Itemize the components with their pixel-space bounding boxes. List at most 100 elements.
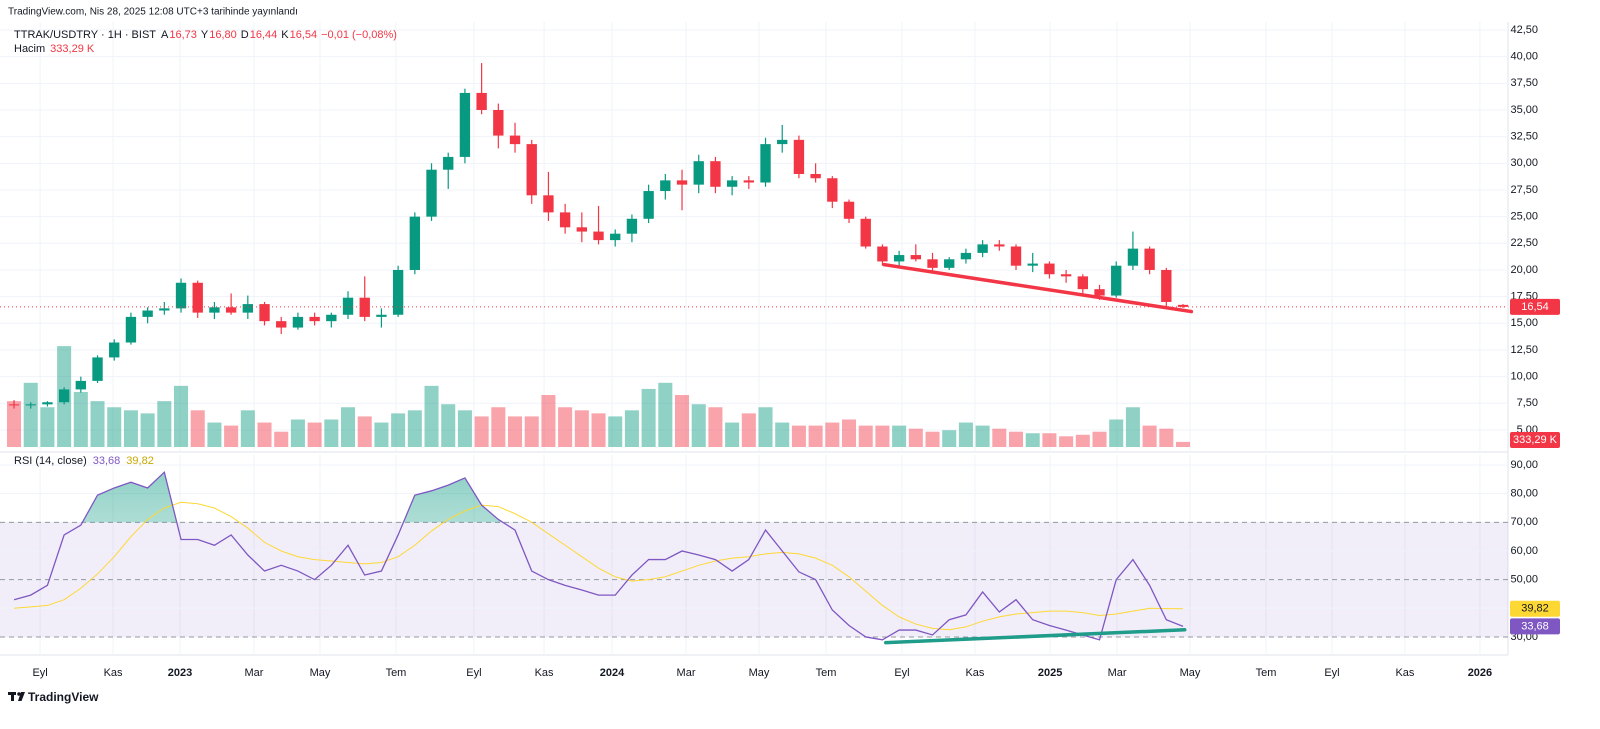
volume-bar (775, 422, 790, 447)
candle-body (309, 316, 320, 322)
volume-bar (624, 410, 639, 447)
ohlc-value: 16,44 (250, 29, 278, 41)
candle-body (610, 233, 621, 241)
candle-body (443, 156, 454, 170)
candle-body (192, 282, 203, 313)
candle-body (1127, 248, 1139, 266)
volume-bar (23, 382, 38, 447)
y-tick-label: 60,00 (1510, 545, 1538, 557)
volume-bar (1109, 419, 1124, 447)
volume-bar (374, 422, 389, 447)
volume-bar (357, 416, 372, 447)
candle-body (109, 342, 120, 358)
volume-bar (758, 407, 773, 447)
x-tick-label: Kas (535, 667, 554, 679)
x-tick-label: Tem (386, 667, 407, 679)
rsi-ma-value-box (1510, 600, 1560, 617)
x-tick-label: Eyl (32, 667, 47, 679)
volume-bar (140, 413, 155, 447)
last-volume-text: 333,29 K (1513, 434, 1558, 446)
candle-body (493, 109, 504, 136)
rsi-title: RSI (14, close) (14, 455, 87, 467)
volume-bar (107, 407, 122, 447)
volume-bar (675, 395, 690, 447)
volume-bar (591, 413, 606, 447)
volume-bar (908, 428, 923, 447)
y-tick-label: 90,00 (1510, 459, 1538, 471)
x-tick-label: Mar (1108, 667, 1127, 679)
candle-body (893, 255, 905, 262)
x-tick-label: Tem (816, 667, 837, 679)
candle-body (559, 212, 571, 228)
candle-body (1144, 248, 1155, 270)
volume-bar (1176, 441, 1191, 447)
volume-bar (341, 407, 356, 447)
x-tick-label: May (749, 667, 770, 679)
volume-bar (658, 382, 673, 447)
volume-bar (123, 410, 138, 447)
ohlc-value: 16,73 (169, 29, 197, 41)
candle-body (910, 255, 921, 260)
candle-body (276, 321, 287, 328)
volume-bar (641, 388, 656, 447)
volume-bar (240, 410, 255, 447)
y-tick-label: 42,50 (1510, 24, 1538, 36)
y-tick-label: 15,00 (1510, 317, 1538, 329)
x-tick-label: May (1180, 667, 1201, 679)
volume-bar (40, 407, 55, 447)
candle-body (543, 195, 554, 213)
candle-body (777, 139, 788, 145)
volume-bar (808, 425, 823, 447)
volume-bar (574, 410, 589, 447)
volume-bar (1142, 425, 1157, 447)
y-tick-label: 32,50 (1510, 131, 1538, 143)
candle-body (326, 314, 337, 322)
volume-bar (224, 425, 239, 447)
candle-body (827, 178, 838, 202)
volume-bar (842, 419, 857, 447)
trendline (882, 262, 1194, 314)
candle-body (175, 282, 187, 309)
candle-body (459, 92, 471, 157)
ohlc-label: A (161, 29, 169, 41)
candle-body (994, 244, 1005, 247)
y-tick-label: 70,00 (1510, 516, 1538, 528)
candle-body (877, 246, 888, 262)
y-tick-label: 25,00 (1510, 211, 1538, 223)
x-tick-label: 2026 (1468, 667, 1492, 679)
x-tick-label: Eyl (466, 667, 481, 679)
candle-body (1027, 263, 1038, 266)
candle-body (843, 201, 855, 219)
volume-bar (725, 422, 740, 447)
candle-body (376, 314, 387, 317)
candle-body (960, 252, 972, 260)
x-tick-label: Tem (1256, 667, 1277, 679)
candle-body (125, 316, 137, 343)
candle-body (944, 259, 955, 268)
volume-bar (73, 391, 88, 447)
volume-bar (925, 431, 940, 447)
volume-bar (608, 416, 623, 447)
y-tick-label: 10,00 (1510, 371, 1538, 383)
candle-body (25, 404, 36, 406)
rsi-ma-legend-value: 39,82 (126, 455, 154, 467)
candle-body (710, 161, 721, 187)
candle-body (743, 180, 754, 183)
ohlc-label: D (241, 29, 249, 41)
last-price-text: 16,54 (1521, 301, 1549, 313)
volume-bar (1092, 431, 1107, 447)
candle-body (576, 227, 588, 232)
volume-bar (892, 425, 907, 447)
candle-body (292, 316, 304, 328)
volume-bar (975, 425, 990, 447)
x-tick-label: Kas (1395, 667, 1414, 679)
footer-logo (8, 692, 25, 701)
candle-body (242, 304, 254, 313)
volume-label: Hacim (14, 43, 45, 55)
volume-bar (257, 422, 272, 447)
candle-body (392, 269, 404, 315)
volume-bar (491, 407, 506, 447)
x-tick-label: May (310, 667, 331, 679)
overbought-area (14, 472, 1184, 523)
